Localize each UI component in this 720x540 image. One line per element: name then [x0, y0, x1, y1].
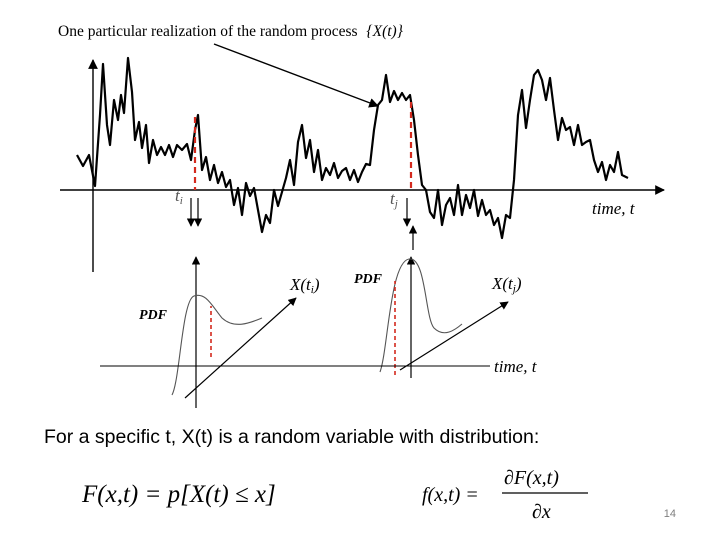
- x-tj-diagonal-axis: [399, 301, 509, 371]
- ti-label: ti: [175, 186, 183, 207]
- pdf-ti-curve: [171, 294, 263, 396]
- lower-time-axis-label: time, t: [494, 357, 538, 376]
- tj-label: tj: [390, 189, 398, 210]
- cdf-formula: F(x,t) = p[X(t) ≤ x]: [81, 481, 276, 508]
- x-ti-diagonal-axis: [184, 297, 297, 399]
- pdf-formula-lhs: f(x,t) =: [422, 484, 479, 506]
- x-ti-label: X(ti): [289, 275, 320, 296]
- pdf-label-left: PDF: [139, 308, 168, 323]
- caption: For a specific t, X(t) is a random varia…: [44, 426, 540, 448]
- pdf-formula-denominator: ∂x: [532, 501, 551, 523]
- pdf-tj-curve: [379, 258, 463, 373]
- page-number: 14: [663, 508, 676, 520]
- pdf-label-right: PDF: [354, 272, 383, 287]
- title-pointer-arrow: [213, 43, 379, 108]
- figure-title: One particular realization of the random…: [58, 23, 404, 40]
- pdf-formula-numerator: ∂F(x,t): [504, 467, 559, 489]
- upper-time-axis-label: time, t: [592, 199, 636, 218]
- x-tj-label: X(tj): [491, 274, 522, 295]
- process-sample-path: [76, 56, 629, 240]
